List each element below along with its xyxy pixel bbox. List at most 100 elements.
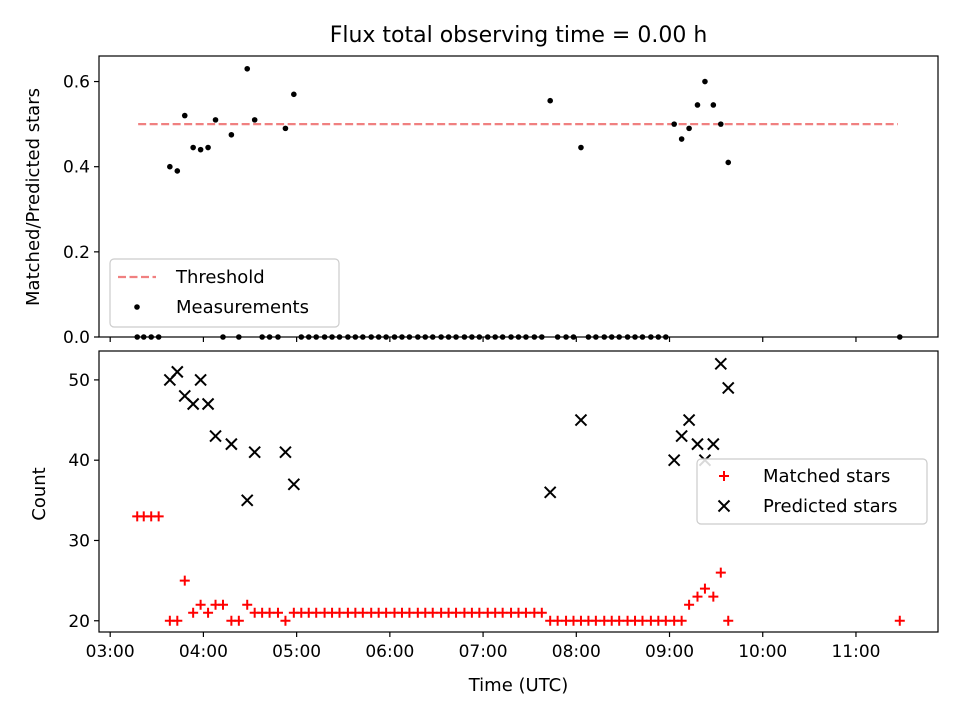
flux-ratio-y-axis-label: Matched/Predicted stars bbox=[23, 88, 44, 306]
star-count-legend: Matched stars Predicted stars bbox=[696, 458, 928, 525]
measurement-point bbox=[181, 112, 188, 119]
matched-star-point bbox=[233, 615, 244, 626]
y-tick-label: 0.4 bbox=[63, 158, 90, 178]
matched-star-point bbox=[203, 607, 214, 618]
star-count-y-axis-label: Count bbox=[29, 467, 50, 520]
y-tick-label: 30 bbox=[68, 531, 90, 551]
x-tick-label: 07:00 bbox=[459, 642, 508, 662]
flux-ratio-legend: Threshold Measurements bbox=[109, 258, 340, 328]
predicted-star-point bbox=[682, 413, 696, 427]
matched-star-point bbox=[590, 615, 601, 626]
predicted-star-point bbox=[707, 437, 720, 451]
predicted-star-point bbox=[209, 429, 222, 443]
x-tick-label: 09:00 bbox=[645, 642, 694, 662]
matched-star-point bbox=[334, 607, 345, 618]
legend-label: Matched stars bbox=[763, 466, 890, 487]
matched-star-point bbox=[474, 607, 485, 618]
measurement-point bbox=[547, 97, 553, 104]
flux-ratio-axes: 0.0 0.2 0.4 0.6 bbox=[63, 73, 857, 348]
measurement-point bbox=[725, 159, 732, 166]
legend-matched-star-swatch bbox=[719, 471, 729, 481]
matched-star-point bbox=[357, 607, 368, 618]
y-tick-label: 50 bbox=[68, 371, 90, 391]
matched-star-point bbox=[660, 615, 671, 626]
predicted-star-point bbox=[186, 397, 200, 411]
predicted-star-point bbox=[279, 445, 292, 459]
matched-star-point bbox=[242, 599, 253, 610]
legend-predicted-star-swatch bbox=[717, 499, 731, 513]
measurement-point bbox=[212, 117, 219, 123]
x-tick-label: 04:00 bbox=[179, 642, 228, 662]
matched-star-point bbox=[894, 615, 905, 626]
matched-star-point bbox=[264, 607, 275, 618]
x-tick-label: 06:00 bbox=[365, 642, 414, 662]
y-tick-label: 0.0 bbox=[63, 328, 90, 348]
x-axis-label: Time (UTC) bbox=[468, 675, 569, 696]
matched-star-point bbox=[179, 575, 190, 586]
matched-star-point bbox=[497, 607, 508, 618]
predicted-star-point bbox=[543, 486, 557, 499]
matched-star-point bbox=[552, 615, 563, 626]
measurement-point bbox=[228, 131, 235, 138]
measurement-point bbox=[678, 136, 685, 142]
measurement-point bbox=[291, 91, 297, 98]
matched-star-point bbox=[715, 567, 726, 578]
matched-star-point bbox=[451, 607, 462, 618]
measurement-point bbox=[205, 144, 211, 151]
predicted-star-point bbox=[714, 357, 727, 371]
x-tick-label: 05:00 bbox=[272, 642, 321, 662]
measurement-point bbox=[694, 102, 701, 108]
flux-ratio-panel: 0.0 0.2 0.4 0.6 Matched/Predicted stars Thr… bbox=[23, 55, 939, 348]
predicted-star-point bbox=[287, 478, 301, 491]
predicted-star-point bbox=[691, 437, 704, 451]
matched-star-point bbox=[280, 615, 291, 626]
measurement-point bbox=[578, 144, 584, 151]
matched-star-point bbox=[172, 615, 183, 626]
flux-ratio-marks bbox=[134, 65, 903, 340]
measurement-point bbox=[197, 146, 204, 153]
matched-star-point bbox=[381, 607, 392, 618]
matched-star-point bbox=[692, 591, 703, 602]
legend-label: Measurements bbox=[176, 297, 309, 318]
legend-box bbox=[696, 458, 928, 525]
y-tick-label: 20 bbox=[68, 612, 90, 632]
star-count-frame bbox=[98, 350, 939, 633]
matched-star-point bbox=[188, 607, 199, 618]
predicted-star-point bbox=[171, 365, 184, 379]
predicted-star-point bbox=[225, 437, 238, 451]
predicted-star-point bbox=[722, 381, 735, 395]
measurement-point bbox=[174, 168, 181, 174]
matched-star-point bbox=[404, 607, 415, 618]
measurement-point bbox=[167, 163, 173, 170]
measurement-point bbox=[282, 125, 289, 132]
measurement-point bbox=[710, 102, 717, 108]
predicted-star-point bbox=[574, 413, 588, 427]
legend-label: Threshold bbox=[175, 267, 265, 288]
matched-star-point bbox=[427, 607, 438, 618]
matched-star-point bbox=[699, 583, 710, 594]
star-count-marks bbox=[132, 357, 905, 626]
x-tick-label: 08:00 bbox=[552, 642, 601, 662]
measurement-point bbox=[244, 65, 251, 72]
matched-star-point bbox=[684, 599, 695, 610]
star-count-axes: 03:00 04:00 05:00 06:00 07:00 08:00 09:00 10:00… bbox=[68, 371, 880, 662]
measurement-point bbox=[671, 121, 677, 127]
y-tick-label: 0.2 bbox=[63, 243, 90, 263]
measurement-point bbox=[686, 125, 692, 132]
predicted-star-point bbox=[675, 429, 688, 443]
matched-star-point bbox=[311, 607, 322, 618]
matched-star-point bbox=[536, 607, 547, 618]
legend-label: Predicted stars bbox=[763, 496, 897, 517]
x-tick-label: 11:00 bbox=[831, 642, 880, 662]
matched-star-point bbox=[153, 511, 164, 522]
star-count-panel: 03:00 04:00 05:00 06:00 07:00 08:00 09:00 10:00… bbox=[29, 350, 939, 662]
matched-star-point bbox=[217, 599, 228, 610]
matched-star-point bbox=[272, 607, 283, 618]
matched-star-point bbox=[708, 591, 719, 602]
y-tick-label: 40 bbox=[68, 451, 90, 471]
x-tick-label: 03:00 bbox=[86, 642, 135, 662]
matched-star-point bbox=[676, 615, 687, 626]
predicted-star-point bbox=[248, 445, 261, 459]
